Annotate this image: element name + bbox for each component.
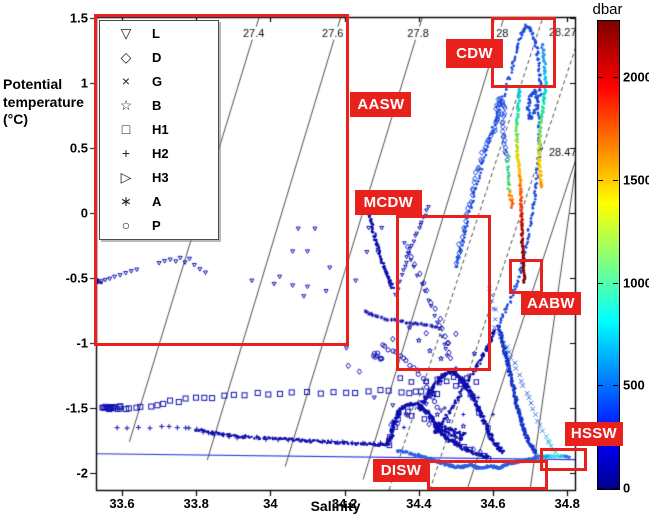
colorbar-tick-label-0: 0 bbox=[623, 480, 631, 496]
asterisk-marker-icon: ∗ bbox=[120, 193, 132, 209]
water-mass-box-mcdw bbox=[396, 215, 491, 371]
x-tick-label-33.8: 33.8 bbox=[183, 496, 209, 511]
colorbar-tick-label-1500: 1500 bbox=[623, 172, 649, 188]
legend-station-label: L bbox=[152, 25, 160, 41]
colorbar-tick-mark bbox=[613, 385, 618, 386]
colorbar-tick-label-1000: 1000 bbox=[623, 275, 649, 291]
x-tick-label-34.8: 34.8 bbox=[554, 496, 580, 511]
y-tick-label-1.5: 1.5 bbox=[69, 10, 88, 26]
colorbar-tick-mark bbox=[613, 77, 618, 78]
water-mass-label-aabw: AABW bbox=[520, 292, 581, 316]
colorbar-tick-mark bbox=[613, 180, 618, 181]
y-tick-label-0: 0 bbox=[80, 205, 88, 221]
x-tick-label-34.4: 34.4 bbox=[406, 496, 432, 511]
y-tick-label-1: 1 bbox=[80, 75, 88, 91]
star-marker-icon: ☆ bbox=[119, 97, 133, 113]
legend-station-label: D bbox=[152, 49, 162, 65]
y-tick-label--2: -2 bbox=[76, 465, 88, 481]
legend-station-label: A bbox=[152, 193, 162, 209]
x-axis-title: Salinity bbox=[310, 498, 361, 514]
water-mass-label-disw: DISW bbox=[372, 458, 429, 482]
colorbar-tick-mark bbox=[598, 180, 603, 181]
y-tick-label--0.5: -0.5 bbox=[65, 270, 88, 286]
colorbar-tick-mark bbox=[613, 283, 618, 284]
y-axis-title-line1: Potential bbox=[3, 76, 63, 92]
colorbar-tick-mark bbox=[613, 488, 618, 489]
plus-marker-icon: + bbox=[121, 145, 131, 161]
legend-station-label: G bbox=[152, 73, 163, 89]
water-mass-box-disw bbox=[426, 459, 548, 490]
x-tick-label-34: 34 bbox=[263, 496, 278, 511]
x-marker-icon: × bbox=[121, 73, 131, 89]
y-axis-title-line3: (°C) bbox=[3, 111, 29, 127]
colorbar-tick-mark bbox=[598, 488, 603, 489]
colorbar-tick-label-500: 500 bbox=[623, 377, 645, 393]
triangle-right-marker-icon: ▷ bbox=[120, 169, 132, 185]
legend-row-h2: + H2 bbox=[100, 141, 218, 165]
legend-station-label: B bbox=[152, 97, 162, 113]
y-axis-title-line2: temperature bbox=[3, 93, 84, 110]
x-tick-label-34.6: 34.6 bbox=[480, 496, 506, 511]
colorbar-tick-mark bbox=[598, 77, 603, 78]
water-mass-label-aasw: AASW bbox=[350, 91, 412, 117]
colorbar-tick-mark bbox=[598, 385, 603, 386]
legend-row-d: ◇ D bbox=[100, 45, 218, 69]
colorbar-title: dbar bbox=[592, 1, 623, 18]
legend-station-label: H1 bbox=[152, 121, 169, 137]
water-mass-box-aasw bbox=[93, 14, 350, 346]
legend-row-g: × G bbox=[100, 69, 218, 93]
legend-row-b: ☆ B bbox=[100, 93, 218, 117]
legend-row-l: ▽ L bbox=[100, 21, 218, 45]
colorbar-tick-mark bbox=[598, 283, 603, 284]
legend-station-label: H2 bbox=[152, 145, 169, 161]
square-marker-icon: □ bbox=[121, 121, 131, 137]
legend-row-h1: □ H1 bbox=[100, 117, 218, 141]
water-mass-box-aabw bbox=[508, 259, 544, 294]
water-mass-label-cdw: CDW bbox=[445, 39, 503, 69]
legend-station-label: P bbox=[152, 217, 161, 233]
y-tick-label--1: -1 bbox=[76, 335, 88, 351]
diamond-marker-icon: ◇ bbox=[120, 49, 132, 65]
water-mass-box-hssw bbox=[540, 448, 587, 472]
colorbar bbox=[597, 20, 620, 490]
water-mass-label-hssw: HSSW bbox=[564, 421, 623, 446]
y-tick-label-0.5: 0.5 bbox=[69, 140, 88, 156]
legend-row-h3: ▷ H3 bbox=[100, 165, 218, 189]
water-mass-label-mcdw: MCDW bbox=[354, 190, 422, 216]
x-tick-label-34.2: 34.2 bbox=[331, 496, 358, 511]
y-tick-label--1.5: -1.5 bbox=[65, 400, 88, 416]
legend-station-label: H3 bbox=[152, 169, 169, 185]
colorbar-tick-label-2000: 2000 bbox=[623, 69, 649, 85]
y-axis-title: Potential temperature (°C) bbox=[3, 76, 84, 129]
circle-marker-icon: ○ bbox=[121, 217, 131, 233]
station-legend: ▽ L ◇ D × G ☆ B □ H1 + H2 ▷ H3 ∗ A ○ P bbox=[99, 20, 219, 240]
legend-row-a: ∗ A bbox=[100, 189, 218, 213]
triangle-down-marker-icon: ▽ bbox=[120, 25, 132, 41]
x-tick-label-33.6: 33.6 bbox=[109, 496, 135, 511]
legend-row-p: ○ P bbox=[100, 213, 218, 237]
